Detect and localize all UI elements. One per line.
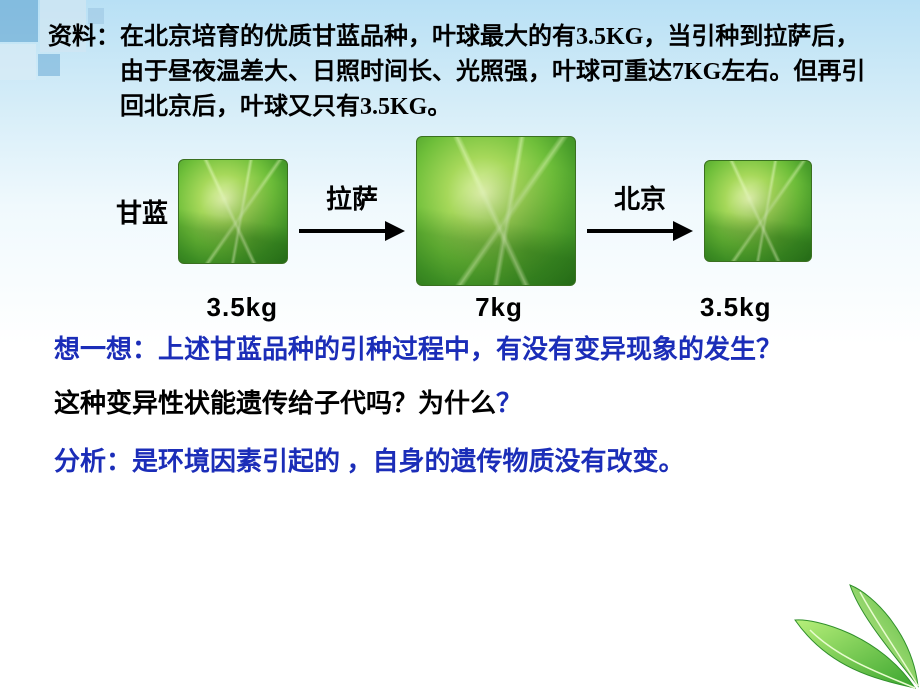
analysis-text: 分析：是环境因素引起的 ，自身的遗传物质没有改变。	[54, 443, 880, 481]
arrow-right-icon	[585, 218, 695, 244]
cabbage-icon	[416, 136, 576, 286]
leaf-decoration-icon	[740, 580, 920, 690]
weight-3: 3.5kg	[700, 292, 772, 323]
cabbage-diagram: 甘蓝 拉萨 北京	[48, 136, 880, 286]
question-2-text: 这种变异性状能遗传给子代吗？为什么	[54, 389, 496, 418]
weight-labels: 3.5kg 7kg 3.5kg	[128, 292, 850, 323]
arrow-right-icon	[297, 218, 407, 244]
cabbage-stage-2	[416, 136, 576, 286]
cabbage-stage-1	[178, 159, 288, 264]
cabbage-stage-3	[704, 160, 812, 262]
arrow1-label: 拉萨	[326, 179, 378, 216]
question-2: 这种变异性状能遗传给子代吗？为什么？	[54, 385, 880, 423]
arrow2-label: 北京	[614, 179, 666, 216]
material-text: 资料：在北京培育的优质甘蓝品种，叶球最大的有3.5KG，当引种到拉萨后，由于昼夜…	[48, 20, 880, 124]
arrow-1: 拉萨	[292, 179, 412, 244]
label-ganlan: 甘蓝	[116, 193, 168, 230]
arrow-2: 北京	[580, 179, 700, 244]
weight-1: 3.5kg	[207, 292, 279, 323]
cabbage-icon	[178, 159, 288, 264]
slide-content: 资料：在北京培育的优质甘蓝品种，叶球最大的有3.5KG，当引种到拉萨后，由于昼夜…	[0, 0, 920, 500]
weight-2: 7kg	[475, 292, 523, 323]
question-1: 想一想：上述甘蓝品种的引种过程中，有没有变异现象的发生？	[54, 331, 880, 369]
cabbage-icon	[704, 160, 812, 262]
question-2-mark: ？	[496, 389, 522, 418]
